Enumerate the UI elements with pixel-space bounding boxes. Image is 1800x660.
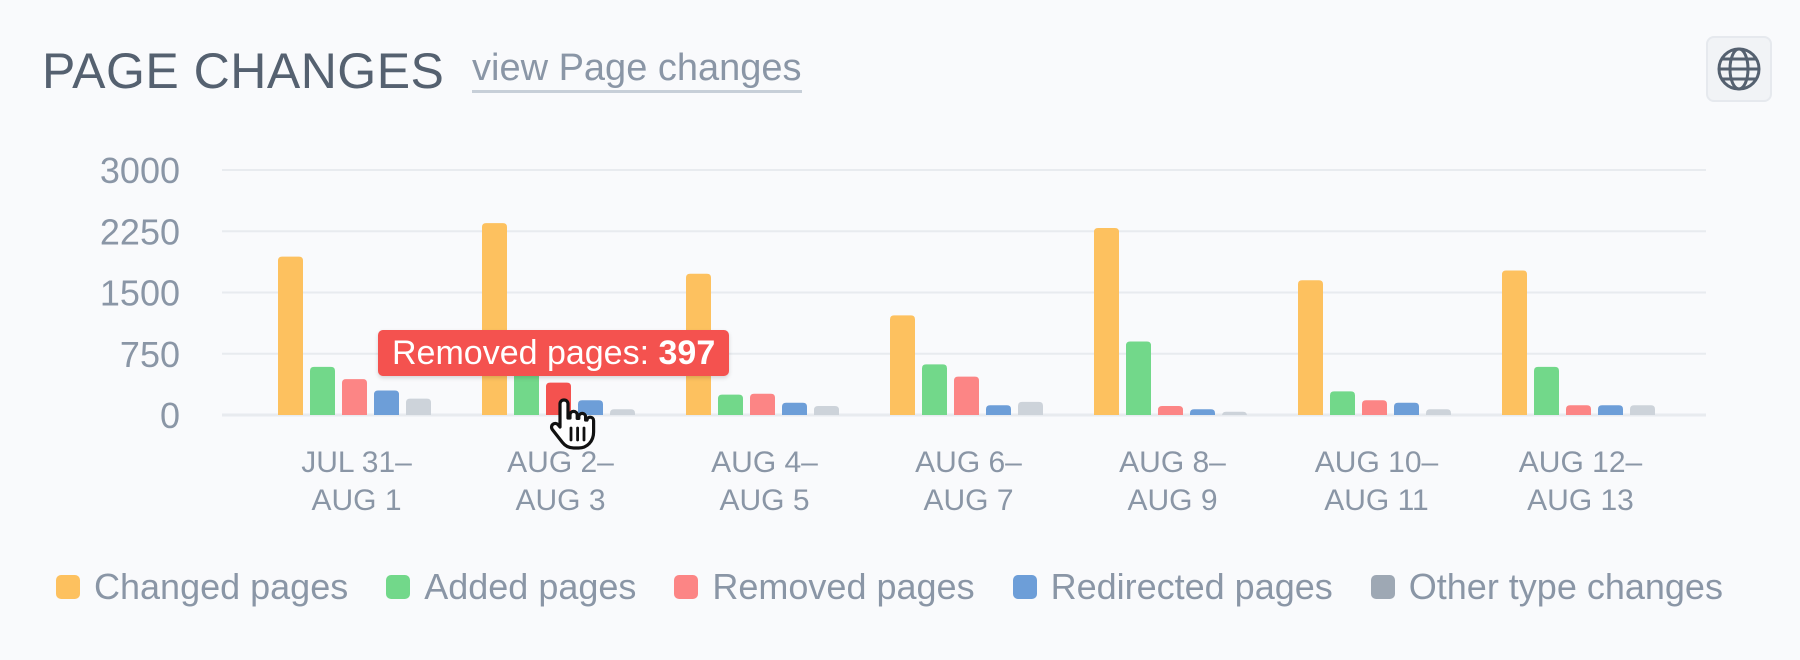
x-tick-label: AUG 13 [1527, 484, 1634, 517]
y-tick-label: 1500 [100, 273, 180, 314]
bar [1190, 409, 1215, 415]
x-tick-label: AUG 7 [923, 484, 1013, 517]
bar [514, 369, 539, 415]
y-tick-label: 2250 [100, 211, 180, 252]
tooltip-value: 397 [658, 334, 716, 372]
bar [782, 402, 807, 415]
bar [406, 398, 431, 415]
bar [1362, 400, 1387, 415]
bar [1534, 366, 1559, 415]
bar [1126, 341, 1151, 415]
bar [750, 393, 775, 415]
bar [578, 400, 603, 415]
x-tick-label: AUG 8– [1119, 446, 1226, 479]
y-tick-label: 3000 [100, 150, 180, 191]
legend-swatch-other [1370, 575, 1395, 599]
legend-item-removed[interactable]: Removed pages [674, 566, 975, 608]
x-tick-label: AUG 2– [507, 446, 614, 479]
bar [342, 379, 367, 415]
bar [718, 394, 743, 415]
bar [482, 223, 507, 415]
bar [1630, 405, 1655, 415]
bar [1018, 401, 1043, 415]
view-page-changes-link[interactable]: view Page changes [472, 46, 802, 93]
bar [1094, 227, 1119, 415]
bar [954, 376, 979, 415]
bar [278, 256, 303, 415]
legend-swatch-removed [674, 575, 699, 599]
bar [610, 409, 635, 415]
bar [1426, 409, 1451, 415]
x-tick-label: JUL 31– [301, 446, 412, 479]
y-tick-label: 0 [160, 395, 180, 436]
bar [310, 366, 335, 415]
bar-chart: 3000 2250 1500 750 0 JUL 31– AUG 1 AUG 2– AUG 3 A… [100, 150, 1706, 517]
tooltip-label: Removed pages: [392, 334, 650, 372]
bar [1566, 405, 1591, 415]
globe-button[interactable] [1706, 36, 1772, 102]
bar [814, 406, 839, 415]
y-tick-label: 750 [120, 334, 180, 375]
bar [922, 364, 947, 415]
x-tick-label: AUG 12– [1519, 446, 1643, 479]
chart-legend: Changed pages Added pages Removed pages … [56, 566, 1723, 608]
legend-label-other: Other type changes [1408, 566, 1723, 607]
legend-swatch-redirected [1012, 575, 1037, 599]
bar [1158, 406, 1183, 415]
globe-icon [1717, 47, 1761, 91]
bar [1598, 405, 1623, 415]
legend-label-removed: Removed pages [712, 566, 975, 607]
bar [1394, 402, 1419, 415]
bar [374, 390, 399, 415]
bar [890, 315, 915, 415]
x-tick-label: AUG 9 [1127, 484, 1217, 517]
bar [1298, 280, 1323, 415]
legend-swatch-added [386, 575, 411, 599]
bar [1222, 411, 1247, 416]
bar [1502, 270, 1527, 415]
hand-cursor-icon [549, 398, 596, 450]
x-tick-label: AUG 10– [1315, 446, 1439, 479]
legend-item-other[interactable]: Other type changes [1370, 566, 1723, 608]
x-tick-label: AUG 11 [1324, 484, 1429, 517]
page-title: PAGE CHANGES [42, 43, 445, 99]
x-tick-label: AUG 1 [311, 484, 401, 517]
x-tick-label: AUG 3 [515, 484, 605, 517]
legend-item-added[interactable]: Added pages [386, 566, 636, 608]
x-tick-label: AUG 4– [711, 446, 818, 479]
x-tick-label: AUG 6– [915, 446, 1022, 479]
legend-item-redirected[interactable]: Redirected pages [1012, 566, 1333, 608]
legend-label-changed: Changed pages [94, 566, 349, 607]
legend-label-redirected: Redirected pages [1050, 566, 1333, 607]
x-tick-label: AUG 5 [719, 484, 809, 517]
bar [986, 405, 1011, 415]
chart-tooltip: Removed pages: 397 [378, 330, 730, 376]
legend-item-changed[interactable]: Changed pages [56, 566, 348, 608]
legend-swatch-changed [56, 575, 80, 599]
bar [1330, 391, 1355, 415]
legend-label-added: Added pages [424, 566, 637, 607]
